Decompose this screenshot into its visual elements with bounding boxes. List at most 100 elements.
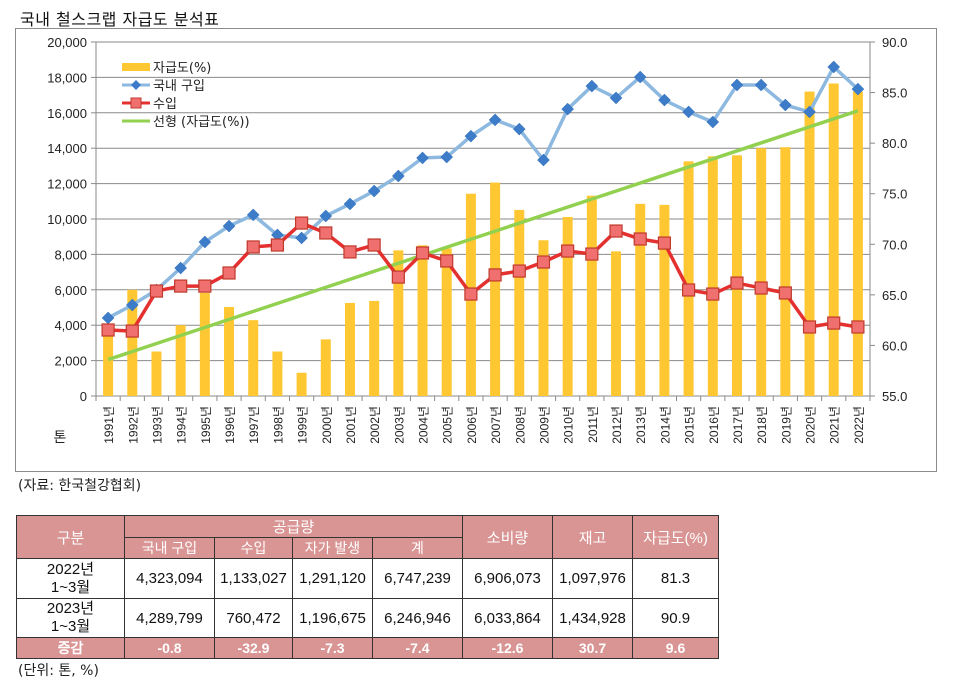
x-tick-label: 1994년 [175,406,189,444]
y-tick-label: 18,000 [47,70,87,85]
marker-domestic-purchase [561,102,575,116]
marker-domestic-purchase [440,150,454,164]
bar-1999년 [296,372,307,396]
change-label: 증감 [16,637,125,659]
marker-domestic-purchase [391,169,405,183]
y2-tick-label: 60.0 [882,338,907,353]
header-consumption: 소비량 [462,515,553,559]
x-tick-label: 2012년 [610,406,624,444]
x-tick-label: 2007년 [489,406,503,444]
x-tick-label: 2015년 [683,406,697,444]
row-year: 2022년 [46,560,95,578]
marker-import [536,255,551,269]
bar-2012년 [611,251,622,396]
marker-import [367,238,381,252]
marker-import [222,266,236,280]
row-year: 2023년 [46,600,95,617]
cell-total: 6,747,239 [372,558,463,599]
bar-1995년 [199,292,210,396]
x-tick-label: 2018년 [755,406,769,444]
change-consumption: -12.6 [462,637,553,659]
marker-import [464,287,478,301]
marker-domestic-purchase [682,105,695,119]
trendline [107,109,859,362]
marker-import [706,287,720,301]
header-supply: 공급량 [124,515,463,538]
bar-2014년 [659,204,670,396]
y-tick-label: 2,000 [54,354,87,369]
row-label: 2023년 1~3월 [16,598,125,638]
bar-1997년 [248,320,259,396]
change-import: -32.9 [214,637,293,659]
x-tick-label: 2010년 [562,406,576,444]
y-tick-label: 0 [80,389,87,404]
bar-2013년 [635,203,646,396]
x-tick-label: 1993년 [150,406,164,444]
cell-import: 760,472 [214,598,293,638]
x-tick-label: 2006년 [465,406,479,444]
line-import [108,221,859,333]
change-self-sufficiency: 9.6 [632,637,719,659]
cell-inventory: 1,097,976 [552,558,633,599]
cell-consumption: 6,906,073 [462,558,553,599]
x-tick-label: 2017년 [731,406,745,444]
marker-domestic-purchase [633,70,647,84]
bar-2007년 [490,182,501,396]
x-tick-label: 2016년 [707,406,721,444]
bar-1993년 [151,351,162,396]
x-tick-label: 2014년 [658,406,672,444]
x-tick-label: 2011년 [586,406,600,443]
x-tick-label: 1997년 [247,406,261,444]
header-inventory: 재고 [552,515,633,559]
x-tick-label: 2004년 [417,406,431,444]
marker-import [512,264,526,278]
chart-svg: 0 2,000 4,000 6,000 8,000 10,000 12,000 14,000 1… [47,35,907,446]
marker-import [391,270,405,284]
marker-import [633,232,647,246]
bar-2001년 [344,302,355,396]
change-domestic-purchase: -0.8 [124,637,215,659]
bar-2004년 [417,245,428,396]
cell-self-generated: 1,291,120 [292,558,373,599]
legend-swatch-bar [122,63,150,71]
cell-consumption: 6,033,864 [462,598,553,638]
marker-domestic-purchase [222,219,236,233]
marker-import [174,279,188,293]
y2-tick-label: 85.0 [882,86,907,101]
header-domestic-purchase: 국내 구입 [124,537,215,559]
marker-domestic-purchase [319,209,333,223]
marker-domestic-purchase [488,113,502,127]
x-tick-label: 2002년 [368,406,382,444]
bar-1994년 [175,325,186,396]
table-row: 2023년 1~3월 4,289,799 760,472 1,196,675 6,… [16,598,719,638]
row-period: 1~3월 [50,578,91,596]
y2-tick-label: 75.0 [882,187,907,202]
bar-2009년 [538,240,549,396]
bar-2005년 [441,248,452,396]
supply-table: 구분 공급량 소비량 재고 자급도(%) 국내 구입 수입 자가 발생 계 20… [16,515,719,659]
cell-self-sufficiency: 90.9 [632,598,719,638]
marker-import [198,279,212,293]
y2-tick-label: 80.0 [882,136,907,151]
x-tick-label: 1995년 [199,406,213,444]
bar-2015년 [683,161,694,396]
marker-domestic-purchase [464,129,478,143]
bar-2016년 [707,156,718,396]
x-tick-label: 2005년 [441,406,455,444]
marker-import [561,244,575,258]
marker-domestic-purchase [343,197,357,211]
bar-2019년 [780,147,791,396]
change-inventory: 30.7 [552,637,633,659]
bar-2002년 [369,300,380,396]
marker-import [802,320,817,334]
row-label: 2022년 1~3월 [16,558,125,599]
y-tick-label: 16,000 [47,106,87,121]
legend-label: 수입 [153,97,177,112]
marker-import [681,283,696,297]
row-period: 1~3월 [50,618,91,635]
header-self-generated: 자가 발생 [292,537,373,559]
y-tick-label: 4,000 [54,318,87,333]
header-total: 계 [372,537,463,559]
table-row: 2022년 1~3월 4,323,094 1,133,027 1,291,120 … [16,558,719,599]
x-tick-label: 2009년 [537,406,551,444]
